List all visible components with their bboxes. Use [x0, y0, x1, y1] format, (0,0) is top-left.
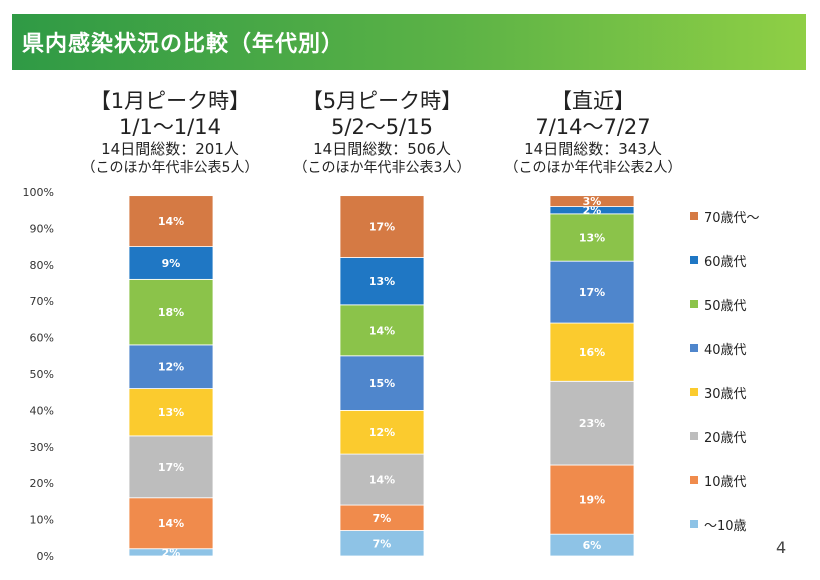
period-header-jan: 【1月ピーク時】 1/1～1/14 14日間総数：201人 （このほか年代非公表… — [50, 88, 290, 177]
data-label: 16% — [579, 346, 605, 359]
bar-segment — [339, 504, 425, 531]
bar-segment — [128, 388, 214, 437]
data-label: 23% — [579, 417, 605, 430]
bar-segment — [549, 213, 635, 262]
data-label: 15% — [369, 377, 395, 390]
bar-segment — [128, 497, 214, 550]
page-title: 県内感染状況の比較（年代別） — [22, 32, 345, 57]
data-label: 12% — [158, 361, 184, 374]
period-label: 【1月ピーク時】 — [89, 89, 251, 113]
chart-legend: 70歳代～ 60歳代 50歳代 40歳代 30歳代 20歳代 10歳代 ～10歳 — [690, 200, 810, 540]
bar-segment — [128, 246, 214, 280]
legend-swatch — [690, 388, 698, 396]
y-tick-label: 40% — [30, 404, 54, 417]
data-label: 2% — [583, 204, 602, 217]
legend-label: 50歳代 — [704, 298, 747, 314]
legend-item: 20歳代 — [690, 428, 747, 446]
legend-label: 20歳代 — [704, 430, 747, 446]
period-note: （このほか年代非公表2人） — [504, 160, 682, 176]
legend-label: ～10歳 — [704, 518, 747, 534]
bar-segment — [549, 322, 635, 382]
data-label: 14% — [369, 324, 395, 337]
legend-label: 30歳代 — [704, 386, 747, 402]
legend-swatch — [690, 300, 698, 308]
data-label: 17% — [369, 221, 395, 234]
bar-segment — [339, 355, 425, 411]
data-label: 7% — [373, 537, 392, 550]
legend-label: 70歳代～ — [704, 210, 760, 226]
data-label: 3% — [583, 195, 602, 208]
data-label: 13% — [369, 275, 395, 288]
data-label: 6% — [583, 539, 602, 552]
period-header-recent: 【直近】 7/14～7/27 14日間総数：343人 （このほか年代非公表2人） — [473, 88, 713, 177]
period-header-may: 【5月ピーク時】 5/2～5/15 14日間総数：506人 （このほか年代非公表… — [262, 88, 502, 177]
y-tick-label: 60% — [30, 332, 54, 345]
data-label: 14% — [158, 215, 184, 228]
data-label: 17% — [579, 286, 605, 299]
data-label: 19% — [579, 494, 605, 507]
y-tick-label: 100% — [23, 186, 54, 199]
y-tick-label: 30% — [30, 441, 54, 454]
bar-segment — [339, 257, 425, 306]
data-label: 14% — [158, 517, 184, 530]
data-label: 7% — [373, 512, 392, 525]
legend-swatch — [690, 212, 698, 220]
data-label: 13% — [579, 232, 605, 245]
legend-swatch — [690, 520, 698, 528]
legend-swatch — [690, 256, 698, 264]
y-tick-label: 90% — [30, 222, 54, 235]
period-note: （このほか年代非公表5人） — [81, 160, 259, 176]
title-banner: 県内感染状況の比較（年代別） — [12, 14, 806, 70]
period-note: （このほか年代非公表3人） — [293, 160, 471, 176]
data-label: 9% — [162, 257, 181, 270]
y-tick-label: 20% — [30, 477, 54, 490]
legend-label: 10歳代 — [704, 474, 747, 490]
period-label: 【直近】 — [551, 89, 635, 113]
legend-item: 50歳代 — [690, 296, 747, 314]
bar-segment — [549, 195, 635, 207]
y-tick-label: 70% — [30, 295, 54, 308]
period-range: 1/1～1/14 — [119, 115, 221, 139]
y-tick-label: 10% — [30, 514, 54, 527]
period-label: 【5月ピーク時】 — [301, 89, 463, 113]
legend-label: 60歳代 — [704, 254, 747, 270]
bar-segment — [339, 195, 425, 258]
legend-item: 60歳代 — [690, 252, 747, 270]
y-tick-label: 80% — [30, 259, 54, 272]
legend-swatch — [690, 344, 698, 352]
data-label: 12% — [369, 426, 395, 439]
data-label: 18% — [158, 306, 184, 319]
legend-item: 10歳代 — [690, 472, 747, 490]
bar-segment — [549, 464, 635, 535]
data-label: 2% — [162, 546, 181, 559]
period-total: 14日間総数：506人 — [313, 140, 451, 158]
data-label: 17% — [158, 461, 184, 474]
legend-item: 40歳代 — [690, 340, 747, 358]
bar-segment — [549, 380, 635, 466]
bar-segment — [128, 344, 214, 389]
legend-swatch — [690, 432, 698, 440]
data-label: 14% — [369, 474, 395, 487]
y-tick-label: 0% — [37, 550, 54, 563]
bar-segment — [128, 435, 214, 499]
legend-item: ～10歳 — [690, 516, 747, 534]
page-number: 4 — [776, 538, 787, 557]
legend-label: 40歳代 — [704, 342, 747, 358]
data-label: 13% — [158, 406, 184, 419]
period-range: 5/2～5/15 — [331, 115, 433, 139]
legend-item: 70歳代～ — [690, 208, 760, 226]
period-total: 14日間総数：201人 — [101, 140, 239, 158]
period-total: 14日間総数：343人 — [524, 140, 662, 158]
y-tick-label: 50% — [30, 368, 54, 381]
bar-segment — [549, 260, 635, 324]
legend-item: 30歳代 — [690, 384, 747, 402]
bar-segment — [128, 195, 214, 247]
legend-swatch — [690, 476, 698, 484]
period-range: 7/14～7/27 — [535, 115, 651, 139]
